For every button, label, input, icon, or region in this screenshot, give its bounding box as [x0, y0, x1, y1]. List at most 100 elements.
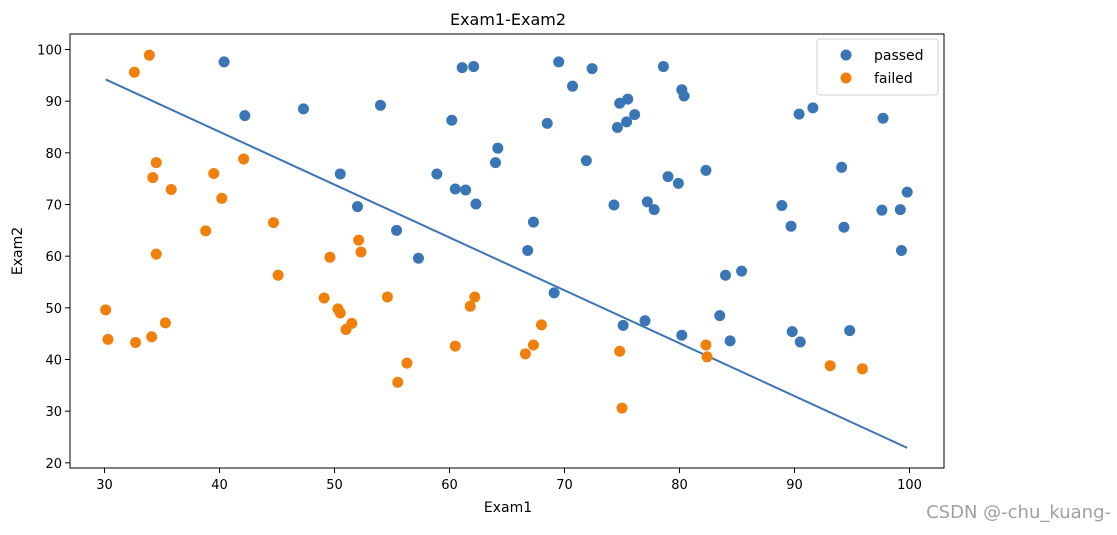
- passed-point: [297, 103, 309, 115]
- passed-point: [724, 335, 736, 347]
- passed-point: [876, 204, 888, 216]
- failed-point: [200, 225, 212, 237]
- legend-marker-failed: [840, 72, 852, 84]
- x-axis-label: Exam1: [484, 500, 532, 516]
- y-tick-label: 50: [45, 302, 62, 317]
- x-tick-label: 30: [96, 478, 113, 493]
- passed-point: [639, 315, 651, 327]
- failed-point: [150, 157, 162, 169]
- failed-point: [464, 300, 476, 312]
- chart-title: Exam1-Exam2: [450, 10, 566, 29]
- passed-point: [470, 198, 482, 210]
- y-tick-label: 30: [45, 405, 62, 420]
- x-tick-label: 80: [671, 478, 688, 493]
- x-tick-label: 90: [786, 478, 803, 493]
- failed-point: [392, 376, 404, 388]
- passed-point: [877, 112, 889, 124]
- passed-point: [527, 216, 539, 228]
- passed-point: [553, 56, 565, 68]
- failed-point: [701, 351, 713, 363]
- passed-point: [617, 319, 629, 331]
- decision-boundary: [105, 78, 908, 449]
- x-tick-label: 100: [897, 478, 922, 493]
- failed-point: [519, 348, 531, 360]
- failed-point: [527, 339, 539, 351]
- failed-point: [614, 345, 626, 357]
- x-tick-label: 70: [556, 478, 573, 493]
- failed-point: [143, 49, 155, 61]
- passed-point: [678, 90, 690, 102]
- passed-point: [460, 184, 472, 196]
- y-tick-label: 60: [45, 250, 62, 265]
- passed-point: [838, 221, 850, 233]
- passed-point: [446, 114, 458, 126]
- passed-point: [785, 220, 797, 232]
- y-tick-label: 70: [45, 199, 62, 214]
- passed-point: [334, 168, 346, 180]
- passed-point: [776, 200, 788, 212]
- passed-point: [611, 122, 623, 134]
- failed-point: [824, 360, 836, 372]
- passed-point: [901, 186, 913, 198]
- failed-point: [318, 292, 330, 304]
- passed-point: [548, 287, 560, 299]
- passed-point: [672, 177, 684, 189]
- passed-point: [676, 329, 688, 341]
- passed-point: [456, 62, 468, 74]
- failed-point: [355, 246, 367, 258]
- passed-point: [793, 108, 805, 120]
- passed-point: [449, 183, 461, 195]
- passed-point: [586, 63, 598, 75]
- passed-point: [567, 80, 579, 92]
- failed-point: [130, 336, 142, 348]
- failed-point: [100, 304, 112, 316]
- passed-point: [662, 171, 674, 183]
- legend-marker-passed: [840, 49, 852, 61]
- passed-point: [391, 224, 403, 236]
- failed-point: [700, 339, 712, 351]
- passed-point: [895, 244, 907, 256]
- y-tick-label: 90: [45, 95, 62, 110]
- passed-point: [807, 102, 819, 114]
- failed-point: [324, 251, 336, 263]
- passed-point: [700, 164, 712, 176]
- passed-point: [622, 93, 634, 105]
- passed-point: [375, 99, 386, 111]
- passed-point: [657, 61, 669, 73]
- x-tick-label: 60: [441, 478, 458, 493]
- passed-point: [794, 336, 806, 348]
- passed-point: [714, 310, 726, 322]
- failed-point: [208, 168, 220, 179]
- passed-point: [621, 116, 633, 128]
- passed-point: [431, 168, 443, 180]
- failed-point: [616, 402, 628, 414]
- failed-point: [128, 66, 140, 78]
- passed-point: [468, 61, 480, 73]
- y-tick-label: 20: [45, 457, 62, 472]
- passed-point: [608, 199, 620, 211]
- plot-area: [69, 33, 945, 469]
- passed-point: [894, 204, 906, 216]
- failed-point: [449, 340, 461, 352]
- failed-point: [353, 234, 365, 246]
- failed-point: [150, 248, 162, 260]
- x-axis-ticks: 30 40 50 60 70 80 90 100: [96, 468, 922, 493]
- passed-point: [352, 201, 363, 213]
- failed-point: [401, 357, 413, 369]
- passed-point: [844, 325, 856, 337]
- failed-point: [102, 333, 114, 345]
- watermark: CSDN @-chu_kuang-: [926, 502, 1111, 523]
- failed-point: [469, 291, 481, 303]
- passed-point: [836, 161, 848, 173]
- passed-point: [580, 155, 592, 167]
- failed-point: [159, 317, 171, 329]
- failed-point: [146, 331, 158, 343]
- x-tick-label: 50: [326, 478, 343, 493]
- failed-point: [147, 172, 159, 184]
- y-axis-ticks: 20 30 40 50 60 70 80 90 100: [37, 44, 70, 472]
- failed-point: [238, 153, 250, 165]
- scatter-points: [100, 49, 913, 414]
- passed-point: [641, 196, 653, 208]
- passed-point: [720, 269, 731, 281]
